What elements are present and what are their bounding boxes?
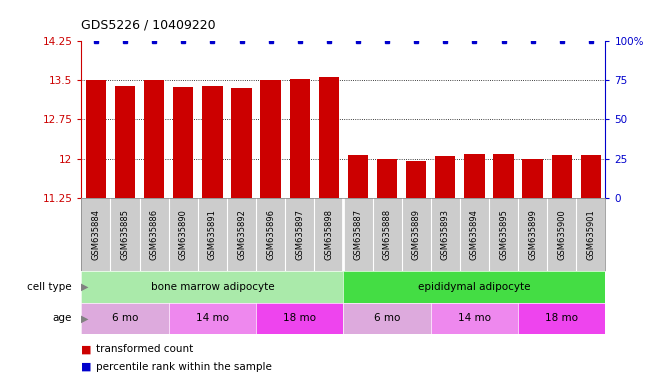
Text: ■: ■ [81,362,92,372]
Text: GSM635889: GSM635889 [411,209,421,260]
Text: GSM635885: GSM635885 [120,209,130,260]
Text: GSM635884: GSM635884 [91,209,100,260]
Text: 18 mo: 18 mo [546,313,578,323]
Text: 6 mo: 6 mo [374,313,400,323]
Bar [435,156,456,198]
Bar [551,155,572,198]
Text: 18 mo: 18 mo [283,313,316,323]
Bar [290,79,310,198]
Text: transformed count: transformed count [96,344,193,354]
Text: GSM635896: GSM635896 [266,209,275,260]
Text: 14 mo: 14 mo [196,313,229,323]
Text: percentile rank within the sample: percentile rank within the sample [96,362,271,372]
Text: GSM635897: GSM635897 [296,209,304,260]
Text: GSM635894: GSM635894 [470,209,479,260]
Text: GSM635895: GSM635895 [499,209,508,260]
Text: ▶: ▶ [81,313,89,323]
Bar [581,155,601,198]
Text: GSM635887: GSM635887 [353,209,363,260]
Text: GSM635890: GSM635890 [179,209,187,260]
Bar [406,161,426,198]
Bar [318,78,339,198]
Text: ■: ■ [81,344,92,354]
Text: GSM635886: GSM635886 [150,209,159,260]
Bar [202,86,223,198]
Text: GDS5226 / 10409220: GDS5226 / 10409220 [81,18,216,31]
Text: cell type: cell type [27,282,72,292]
Bar [115,86,135,198]
Bar [377,159,397,198]
Text: bone marrow adipocyte: bone marrow adipocyte [150,282,274,292]
Text: GSM635900: GSM635900 [557,209,566,260]
Text: GSM635898: GSM635898 [324,209,333,260]
Bar [144,80,164,198]
Bar [86,80,106,198]
Bar [260,80,281,198]
Text: GSM635899: GSM635899 [528,209,537,260]
Bar [493,154,514,198]
Bar [464,154,484,198]
Text: age: age [52,313,72,323]
Bar [173,87,193,198]
Text: 6 mo: 6 mo [112,313,138,323]
Text: GSM635901: GSM635901 [587,209,596,260]
Text: epididymal adipocyte: epididymal adipocyte [418,282,531,292]
Text: GSM635891: GSM635891 [208,209,217,260]
Text: GSM635893: GSM635893 [441,209,450,260]
Text: GSM635888: GSM635888 [383,209,391,260]
Text: 14 mo: 14 mo [458,313,491,323]
Text: GSM635892: GSM635892 [237,209,246,260]
Text: ▶: ▶ [81,282,89,292]
Bar [523,159,543,198]
Bar [348,155,368,198]
Bar [231,88,252,198]
